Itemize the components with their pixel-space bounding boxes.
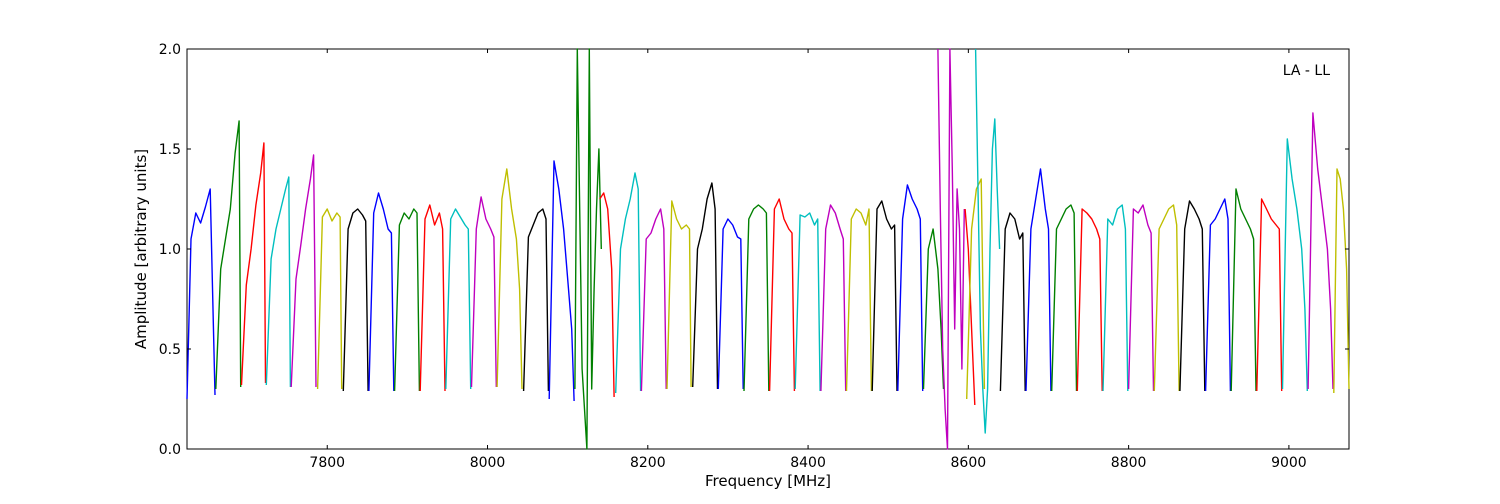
series-line-3 [240,142,267,386]
series-line-28 [871,200,898,392]
series-line-10 [419,204,446,392]
x-tick-label: 8600 [951,455,987,471]
x-tick-label: 8000 [470,455,506,471]
series-line-20 [666,200,692,390]
x-axis-label: Frequency [MHz] [705,472,831,490]
series-line-45 [1256,198,1283,392]
series-line-12 [470,196,497,388]
series-line-2 [215,120,242,390]
series-line-31 [937,48,965,450]
y-tick-label: 1.5 [159,142,181,158]
series-line-27 [845,208,873,392]
series-line-7 [342,208,369,392]
x-tick-label: 8200 [630,455,666,471]
series-line-43 [1204,198,1232,392]
y-tick-label: 0.0 [159,442,181,458]
series-line-23 [743,204,770,392]
series-layer [186,48,1350,450]
series-line-37 [1051,204,1078,392]
series-line-26 [820,204,847,392]
x-axis: 7800 8000 8200 8400 8600 8800 9000 [309,49,1307,471]
series-line-8 [368,192,395,392]
y-tick-label: 0.5 [159,342,181,358]
series-line-17 [599,192,615,398]
x-tick-label: 7800 [309,455,345,471]
y-axis: 0.0 0.5 1.0 1.5 2.0 [159,42,1349,458]
series-line-47 [1307,112,1334,390]
x-tick-label: 8400 [790,455,826,471]
plot-frame [186,48,1350,450]
series-line-24 [768,198,796,392]
series-line-36 [1025,168,1052,392]
series-line-40 [1127,204,1155,392]
series-line-38 [1076,208,1103,392]
y-tick-label: 1.0 [159,242,181,258]
plot-annotation: LA - LL [1283,63,1330,79]
series-line-33 [966,178,986,400]
series-line-34 [974,48,1001,434]
series-line-14 [522,208,550,392]
y-axis-label: Amplitude [arbitrary units] [132,149,150,349]
series-line-1 [186,188,216,400]
series-line-4 [265,176,292,388]
series-line-19 [640,208,667,392]
series-line-9 [393,208,421,392]
series-line-6 [316,208,343,390]
series-line-44 [1230,188,1257,392]
series-line-15 [548,160,575,402]
series-line-29 [897,184,924,392]
series-line-21 [692,182,719,390]
series-line-25 [794,212,821,392]
series-line-5 [290,154,317,388]
series-line-41 [1153,204,1180,392]
x-tick-label: 9000 [1271,455,1307,471]
series-line-22 [717,218,744,390]
series-line-13 [496,168,523,390]
x-tick-label: 8800 [1111,455,1147,471]
series-line-35 [999,212,1026,392]
series-line-16 [574,48,602,450]
series-line-11 [445,208,472,390]
series-line-48 [1333,168,1350,394]
series-line-39 [1102,204,1129,392]
series-line-42 [1179,200,1206,392]
series-line-18 [615,172,642,394]
y-tick-label: 2.0 [159,42,181,58]
series-line-30 [922,228,945,390]
series-line-46 [1281,138,1308,392]
